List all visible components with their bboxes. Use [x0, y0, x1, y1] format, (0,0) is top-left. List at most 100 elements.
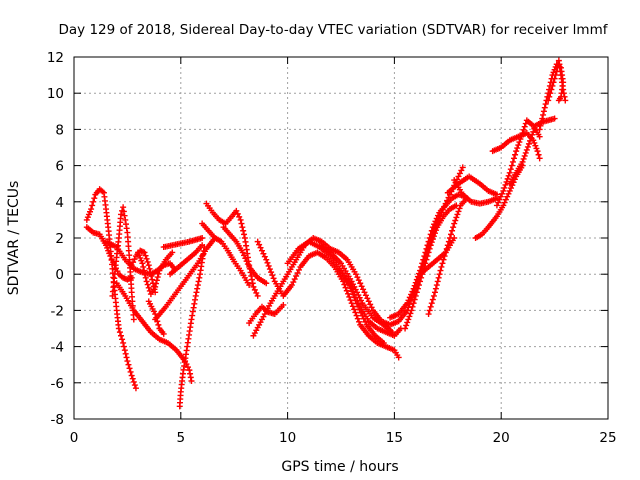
data-point [195, 278, 202, 285]
data-point [154, 318, 161, 325]
data-point [237, 216, 244, 223]
data-point [527, 137, 534, 144]
data-point [132, 385, 139, 392]
y-tick-label: -8 [51, 412, 64, 428]
data-point [529, 131, 536, 138]
data-point [423, 256, 430, 263]
data-point [352, 297, 359, 304]
data-point [540, 108, 547, 115]
data-point [354, 315, 361, 322]
data-point [130, 316, 137, 323]
data-point [120, 343, 127, 350]
data-point [380, 339, 387, 346]
data-point [121, 347, 128, 354]
data-point [428, 239, 435, 246]
data-point [517, 136, 524, 143]
data-point [243, 258, 250, 265]
x-tick-label: 15 [386, 430, 403, 446]
data-point [450, 224, 457, 231]
data-point [444, 242, 451, 249]
data-point [197, 271, 204, 278]
data-point [406, 294, 413, 301]
data-point [261, 253, 268, 260]
data-point [531, 139, 538, 146]
data-point [120, 204, 127, 211]
data-point [424, 253, 431, 260]
data-point [89, 202, 96, 209]
data-point [192, 296, 199, 303]
data-point [451, 220, 458, 227]
data-point [426, 235, 433, 241]
data-point [368, 304, 375, 311]
data-point [434, 212, 441, 219]
data-point [107, 253, 114, 260]
data-point [254, 238, 261, 245]
data-point [409, 288, 416, 295]
data-point [389, 329, 396, 336]
data-point [128, 262, 135, 269]
grid-lines [74, 57, 608, 419]
data-point [194, 285, 201, 292]
data-point [115, 325, 122, 332]
data-point [141, 271, 148, 278]
data-point [542, 101, 549, 108]
x-tick-label: 5 [177, 430, 186, 446]
series-track-25 [425, 195, 471, 318]
data-point [499, 190, 506, 197]
data-point [354, 274, 361, 281]
x-tick-label: 0 [70, 430, 79, 446]
data-point [346, 282, 353, 289]
data-point [236, 213, 243, 220]
data-point [452, 217, 459, 224]
data-point [345, 290, 352, 297]
data-point [367, 301, 374, 308]
data-point [254, 292, 261, 299]
data-point [104, 244, 111, 251]
data-point [429, 296, 436, 303]
data-point [269, 272, 276, 279]
data-point [525, 140, 532, 147]
data-point [169, 249, 176, 256]
data-point [139, 260, 146, 267]
data-point [427, 303, 434, 310]
data-point [141, 267, 148, 274]
data-point [506, 169, 513, 176]
data-point [290, 279, 297, 286]
series-track-31 [506, 115, 558, 187]
y-tick-label: 6 [55, 159, 64, 175]
y-tick-label: 0 [55, 267, 64, 283]
data-point [192, 292, 199, 299]
data-point [449, 227, 456, 234]
data-point [412, 292, 419, 299]
data-point [430, 292, 437, 299]
data-point [454, 211, 461, 218]
data-point [145, 284, 152, 291]
data-point [546, 93, 553, 100]
data-point [413, 289, 420, 296]
data-point [555, 97, 562, 104]
x-axis-label: GPS time / hours [281, 459, 398, 475]
data-point [435, 274, 442, 281]
series-track-33 [545, 57, 569, 104]
data-point [234, 210, 241, 217]
data-point [438, 263, 445, 270]
data-point [560, 90, 567, 97]
data-point [404, 319, 411, 326]
data-point [152, 289, 159, 296]
series-track-20 [316, 242, 396, 336]
data-point [506, 187, 513, 194]
data-point [500, 187, 507, 194]
data-point [528, 134, 535, 141]
y-tick-label: 2 [55, 231, 64, 247]
data-point [241, 231, 248, 238]
data-point [351, 294, 358, 301]
data-point [128, 372, 135, 379]
data-point [294, 269, 301, 276]
data-point [191, 300, 198, 307]
data-point [110, 259, 117, 266]
data-point [119, 336, 126, 343]
data-point [83, 216, 90, 223]
data-point [496, 196, 503, 203]
data-point [458, 167, 465, 174]
